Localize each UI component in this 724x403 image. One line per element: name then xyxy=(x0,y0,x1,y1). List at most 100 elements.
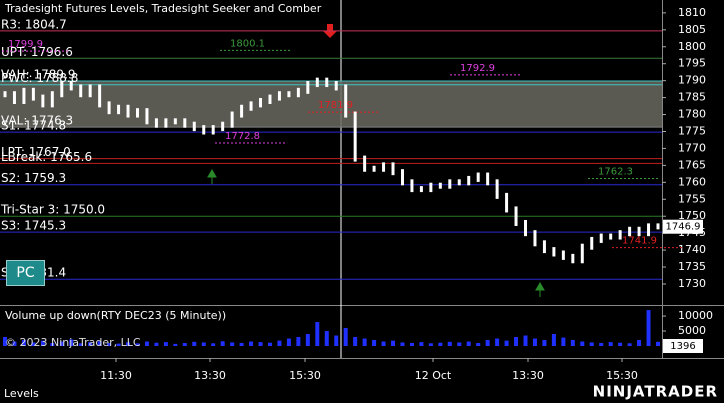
candle xyxy=(50,91,54,108)
volume-title: Volume up down(RTY DEC23 (5 Minute)) xyxy=(5,309,226,322)
volume-bar xyxy=(315,322,320,346)
y-tick-label: 1790 xyxy=(678,74,706,87)
volume-bar xyxy=(144,341,149,346)
candle xyxy=(552,247,556,257)
annotation-label: 1762.3 xyxy=(598,167,633,178)
volume-bar xyxy=(324,331,329,346)
volume-bar xyxy=(211,343,216,346)
y-tick-label: 1740 xyxy=(678,243,706,256)
candle xyxy=(618,230,622,240)
volume-bar xyxy=(239,343,244,346)
candle xyxy=(154,118,158,128)
x-tick-label: 13:30 xyxy=(194,369,226,382)
volume-bar xyxy=(618,342,623,346)
volume-bar xyxy=(182,343,187,346)
candle xyxy=(221,121,225,132)
candle xyxy=(117,104,121,115)
candle xyxy=(410,179,414,193)
candle xyxy=(173,118,177,125)
candle xyxy=(259,97,263,108)
volume-bar xyxy=(589,342,594,346)
candle xyxy=(287,91,291,98)
volume-bar xyxy=(391,340,396,346)
volume-bar xyxy=(135,343,140,346)
level-label: Tri-Star 3: 1750.0 xyxy=(0,203,105,217)
footer-tab[interactable]: Levels xyxy=(4,387,39,400)
candle xyxy=(391,162,395,176)
candle xyxy=(69,81,73,91)
candle xyxy=(183,118,187,128)
y-tick-label: 1775 xyxy=(678,124,706,137)
time-axis-border xyxy=(0,358,724,359)
candle xyxy=(41,94,45,108)
annotation-label: 1799.9 xyxy=(8,39,43,50)
volume-bar xyxy=(353,337,358,346)
level-label: VAH: 1789.9 xyxy=(1,67,76,81)
annotation-label: 1800.1 xyxy=(230,38,265,49)
candle xyxy=(126,104,130,118)
buy-arrow xyxy=(535,281,545,297)
candle xyxy=(495,179,499,199)
volume-bar xyxy=(163,342,168,346)
logo: NINJATRADER xyxy=(593,383,718,401)
x-tick-label: 12 Oct xyxy=(415,369,452,382)
last-price-box xyxy=(663,219,703,234)
x-tick-label: 15:30 xyxy=(289,369,321,382)
y-tick-label: 1765 xyxy=(678,158,706,171)
volume-bar xyxy=(173,343,178,346)
y-tick-label: 1810 xyxy=(678,6,706,19)
volume-bar xyxy=(637,340,642,346)
level-label: LBreak: 1765.6 xyxy=(1,150,92,164)
volume-bar xyxy=(343,328,348,346)
candle xyxy=(306,81,310,94)
x-tick-label: 13:30 xyxy=(512,369,544,382)
y-tick-label: 1795 xyxy=(678,57,706,70)
annotation-label: 1741.9 xyxy=(622,236,657,247)
volume-bar xyxy=(438,342,443,346)
candle xyxy=(372,165,376,172)
chart-title: Tradesight Futures Levels, Tradesight Se… xyxy=(4,2,322,15)
candle xyxy=(192,121,196,132)
candle xyxy=(524,219,528,237)
volume-bar xyxy=(286,338,291,346)
volume-bar xyxy=(504,340,509,346)
volume-bar xyxy=(646,310,651,346)
volume-bar xyxy=(362,338,367,346)
volume-bar xyxy=(495,338,500,346)
volume-bar xyxy=(466,341,471,346)
pc-button[interactable]: PC xyxy=(6,260,45,286)
candle xyxy=(599,233,603,243)
level-label: S3: 1745.3 xyxy=(1,219,66,233)
volume-bar xyxy=(192,341,197,346)
candle xyxy=(400,169,404,186)
candle xyxy=(448,179,452,189)
candle xyxy=(561,250,565,260)
candle xyxy=(145,108,149,125)
volume-bar xyxy=(126,342,131,346)
volume-bar xyxy=(69,339,74,346)
last-price: 1746.9 xyxy=(666,222,701,233)
candle xyxy=(3,91,7,98)
candle xyxy=(438,182,442,189)
volume-bar xyxy=(551,334,556,346)
volume-bar xyxy=(40,340,45,346)
candle xyxy=(580,243,584,264)
volume-bar xyxy=(258,342,263,346)
y-tick-label: 1785 xyxy=(678,91,706,104)
candle xyxy=(637,226,641,237)
candle xyxy=(164,118,168,128)
volume-bar xyxy=(21,340,26,346)
candle xyxy=(230,111,234,128)
y-tick-label: 5000 xyxy=(678,324,706,337)
volume-bar xyxy=(523,335,528,346)
volume-bar xyxy=(277,340,282,346)
volume-bar xyxy=(305,334,310,346)
volume-bar xyxy=(656,341,660,346)
axis-border xyxy=(662,0,663,358)
volume-bar xyxy=(154,342,159,346)
volume-bar xyxy=(381,341,386,346)
volume-bar xyxy=(50,343,55,346)
volume-bar xyxy=(97,341,102,346)
candle xyxy=(325,77,329,88)
